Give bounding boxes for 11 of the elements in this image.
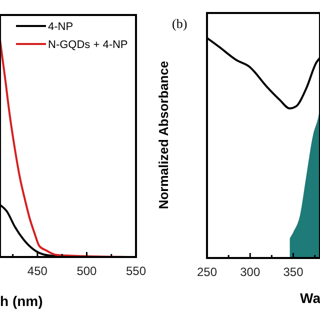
legend-label: N-GQDs + 4-NP — [48, 39, 128, 51]
x-tick-label: 500 — [76, 264, 98, 278]
legend-label: 4-NP — [48, 21, 74, 33]
x-tick-label: 300 — [240, 265, 260, 279]
x-tick-label: 250 — [196, 265, 218, 279]
x-axis-title: h (nm) — [0, 293, 43, 309]
x-tick-label: 550 — [126, 264, 146, 278]
x-tick-label: 350 — [283, 265, 304, 279]
text: (b) — [172, 16, 188, 31]
y-axis-title: Normalized Absorbance — [156, 60, 171, 210]
x-tick-label: 450 — [27, 264, 48, 278]
